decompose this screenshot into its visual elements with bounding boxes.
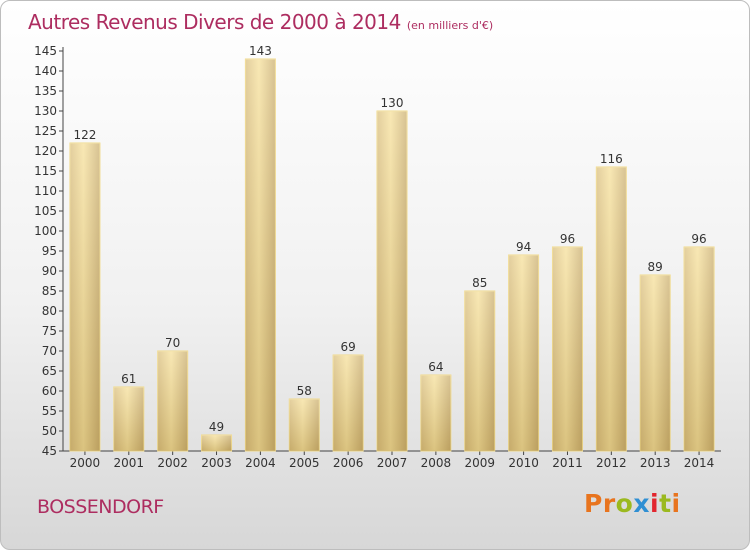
bar-value-label: 116 xyxy=(600,152,623,166)
y-tick-label: 90 xyxy=(42,264,57,278)
y-tick-label: 75 xyxy=(42,324,57,338)
y-tick-label: 120 xyxy=(34,144,57,158)
x-tick-label: 2007 xyxy=(377,456,408,470)
y-tick-label: 100 xyxy=(34,224,57,238)
logo-letter: o xyxy=(615,489,634,518)
y-tick-label: 70 xyxy=(42,344,57,358)
bar-shade xyxy=(508,255,539,451)
bar-value-label: 64 xyxy=(428,360,443,374)
bar-shade xyxy=(640,275,671,451)
bar-shade xyxy=(69,143,100,451)
value-labels: 122 61 70 49 143 58 69 130 64 85 94 96 116 89 96 xyxy=(73,44,706,434)
axes: 45 50 55 60 65 70 75 80 85 90 95 100 105 110 115 120 125… xyxy=(34,44,721,470)
y-tick-label: 55 xyxy=(42,404,57,418)
y-tick-label: 130 xyxy=(34,104,57,118)
x-tick-label: 2008 xyxy=(421,456,452,470)
x-tick-label: 2011 xyxy=(552,456,583,470)
logo-letter: x xyxy=(633,489,650,518)
x-tick-label: 2002 xyxy=(157,456,188,470)
y-tick-label: 145 xyxy=(34,44,57,58)
bar-value-label: 122 xyxy=(73,128,96,142)
chart-subtitle: (en milliers d'€) xyxy=(406,19,494,32)
bar-shade xyxy=(113,387,144,451)
y-tick-label: 135 xyxy=(34,84,57,98)
y-tick-label: 115 xyxy=(34,164,57,178)
bar-shade xyxy=(420,375,451,451)
x-tick-label: 2010 xyxy=(508,456,539,470)
bar-shade xyxy=(201,435,232,451)
y-tick-label: 95 xyxy=(42,244,57,258)
y-tick-label: 60 xyxy=(42,384,57,398)
bar-value-label: 70 xyxy=(165,336,180,350)
logo-letter: i xyxy=(650,489,660,518)
bar-value-label: 69 xyxy=(340,340,355,354)
x-tick-label: 2003 xyxy=(201,456,232,470)
logo-letter: P xyxy=(584,489,603,518)
bar-value-label: 49 xyxy=(209,420,224,434)
bar-value-label: 89 xyxy=(648,260,663,274)
bar-shade xyxy=(596,167,627,451)
bar-value-label: 143 xyxy=(249,44,272,58)
logo-letter: t xyxy=(659,489,672,518)
y-tick-label: 50 xyxy=(42,424,57,438)
y-tick-label: 65 xyxy=(42,364,57,378)
bar-value-label: 96 xyxy=(560,232,575,246)
x-tick-label: 2000 xyxy=(70,456,101,470)
bar-shade xyxy=(684,247,715,451)
bar-shade xyxy=(157,351,188,451)
bars xyxy=(69,58,715,452)
y-tick-label: 110 xyxy=(34,184,57,198)
bar-value-label: 96 xyxy=(691,232,706,246)
y-tick-label: 125 xyxy=(34,124,57,138)
commune-name: BOSSENDORF xyxy=(37,496,164,518)
logo-letter: i xyxy=(671,489,681,518)
chart-title: Autres Revenus Divers de 2000 à 2014 (en … xyxy=(28,10,493,34)
x-tick-label: 2006 xyxy=(333,456,364,470)
bar-shade xyxy=(552,247,583,451)
y-tick-label: 80 xyxy=(42,304,57,318)
y-tick-label: 85 xyxy=(42,284,57,298)
x-tick-label: 2001 xyxy=(114,456,145,470)
bar-shade xyxy=(377,111,407,451)
x-tick-label: 2004 xyxy=(245,456,276,470)
y-tick-label: 140 xyxy=(34,64,57,78)
bar-shade xyxy=(245,59,276,451)
proxiti-logo[interactable]: Proxiti xyxy=(584,489,681,518)
x-tick-label: 2012 xyxy=(596,456,627,470)
bar-shade xyxy=(464,291,495,451)
x-tick-label: 2013 xyxy=(640,456,671,470)
bar-value-label: 58 xyxy=(297,384,312,398)
x-tick-label: 2014 xyxy=(684,456,715,470)
bar-value-label: 61 xyxy=(121,372,136,386)
bar-shade xyxy=(289,399,320,451)
bar-shade xyxy=(333,355,364,451)
bar-value-label: 130 xyxy=(381,96,404,110)
logo-letter: r xyxy=(602,489,616,518)
bar-value-label: 85 xyxy=(472,276,487,290)
x-tick-label: 2009 xyxy=(464,456,495,470)
bar-value-label: 94 xyxy=(516,240,531,254)
x-tick-label: 2005 xyxy=(289,456,320,470)
y-tick-label: 45 xyxy=(42,444,57,458)
y-tick-label: 105 xyxy=(34,204,57,218)
chart-title-text: Autres Revenus Divers de 2000 à 2014 xyxy=(28,10,401,34)
